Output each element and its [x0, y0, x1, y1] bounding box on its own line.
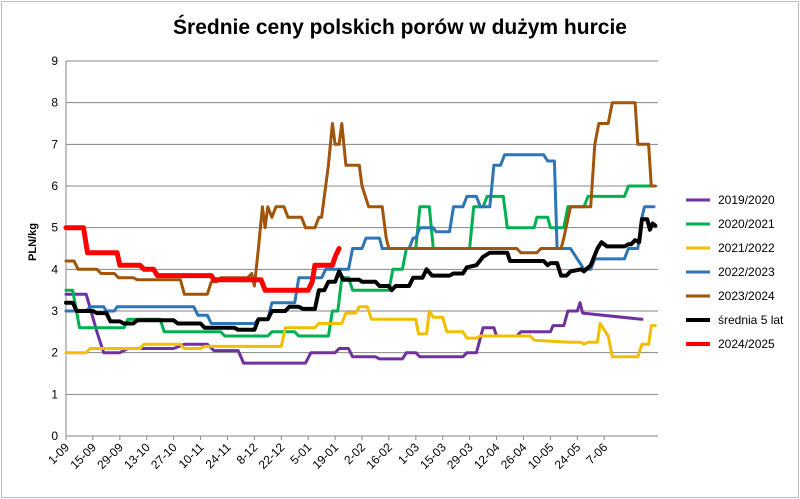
x-tick-label: 22-12 [256, 440, 288, 472]
y-tick-label: 7 [51, 137, 58, 151]
y-tick-label: 3 [51, 304, 58, 318]
series-line-7 [63, 225, 342, 293]
y-tick-label: 5 [51, 221, 58, 235]
legend-label: 2023/2024 [718, 289, 775, 303]
y-tick-label: 6 [51, 179, 58, 193]
legend-label: 2019/2020 [718, 193, 775, 207]
x-tick-label: 29-03 [444, 440, 476, 472]
x-tick-label: 10-11 [176, 440, 207, 471]
x-tick-label: 16-02 [363, 440, 395, 472]
x-tick-label: 26-04 [498, 440, 530, 472]
y-tick-label: 2 [51, 346, 58, 360]
x-tick-label: 29-09 [94, 440, 126, 472]
y-tick-label: 4 [51, 262, 58, 276]
legend: 2019/2020 2020/2021 2021/2022 2022/2023 2023… [686, 193, 784, 351]
x-tick-label: 12-04 [471, 440, 503, 472]
y-tick-label: 1 [51, 387, 58, 401]
x-tick-label: 24-05 [552, 440, 584, 472]
series-line-3 [64, 305, 657, 359]
y-axis-label: PLN/kg [27, 223, 39, 261]
y-tick-label: 9 [51, 54, 58, 68]
legend-label: średnia 5 lat [718, 313, 784, 327]
legend-label: 2020/2021 [718, 217, 775, 231]
series-line-5 [64, 101, 657, 296]
x-tick-label: 15-09 [67, 440, 99, 472]
series-line-4 [64, 153, 656, 325]
y-tick-label: 8 [51, 96, 58, 110]
x-tick-label: 27-10 [148, 440, 180, 472]
x-tick-label: 7-06 [583, 440, 610, 467]
x-tick-label: 24-11 [203, 440, 234, 471]
series-lines [63, 101, 658, 365]
x-tick-label: 19-01 [310, 440, 342, 472]
x-tick-label: 10-05 [525, 440, 557, 472]
series-line-6 [64, 217, 658, 332]
series-line-2 [64, 184, 656, 338]
legend-label: 2022/2023 [718, 265, 775, 279]
legend-label: 2024/2025 [718, 337, 775, 351]
chart-title: Średnie ceny polskich porów w dużym hurc… [173, 16, 627, 39]
x-tick-label: 15-03 [417, 440, 449, 472]
x-tick-label: 13-10 [121, 440, 153, 472]
series-line-1 [64, 292, 644, 365]
y-tick-label: 0 [51, 429, 58, 443]
legend-label: 2021/2022 [718, 241, 775, 255]
